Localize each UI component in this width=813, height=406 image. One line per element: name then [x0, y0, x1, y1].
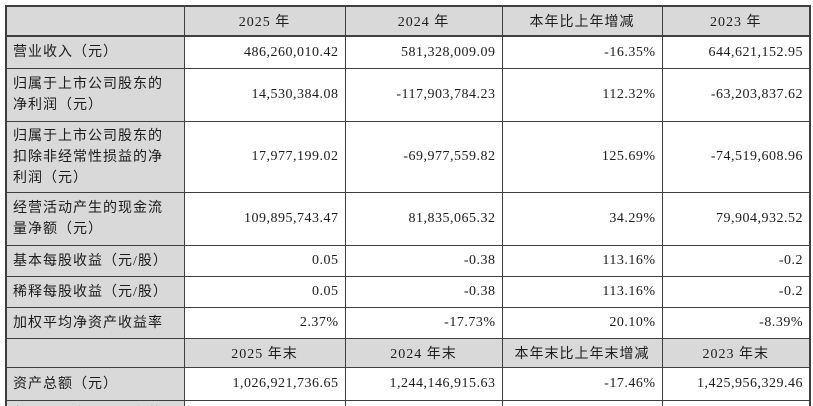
header-yoy-change: 本年比上年增减 — [501, 5, 663, 37]
row-operating-revenue: 营业收入（元） 486,260,010.42 581,328,009.09 -1… — [5, 35, 811, 69]
value-yoy: 113.16% — [501, 276, 663, 308]
value-2023: -0.2 — [661, 276, 811, 308]
value-2024: 581,328,009.09 — [344, 35, 503, 69]
value-yoy: 2.24% — [501, 400, 663, 406]
row-weighted-avg-roe: 加权平均净资产收益率 2.37% -17.73% 20.10% -8.39% — [5, 307, 811, 339]
value-yoy: -17.46% — [501, 367, 663, 401]
period-end-header-row: 2025 年末 2024 年末 本年末比上年末增减 2023 年末 — [5, 338, 811, 368]
value-2023: 723,084,475.63 — [661, 400, 811, 406]
value-2025: 1,026,921,736.65 — [183, 367, 346, 401]
value-2025: 0.05 — [183, 276, 346, 308]
value-2025: 620,335,333.87 — [183, 400, 346, 406]
row-label: 经营活动产生的现金流量净额（元） — [5, 192, 185, 246]
document-page: { "colors": { "shaded_bg": "#d9d9d9", "c… — [0, 5, 813, 406]
corner-cell — [5, 338, 185, 368]
value-yoy: 34.29% — [501, 192, 663, 246]
value-2023: -63,203,837.62 — [661, 68, 811, 122]
header-yoy-end-change: 本年末比上年末增减 — [501, 338, 663, 368]
header-2023: 2023 年 — [661, 5, 811, 37]
value-2025: 2.37% — [183, 307, 346, 339]
row-net-assets-attributable: 归属于上市公司股东的净资产（元） 620,335,333.87 606,734,… — [5, 400, 811, 406]
value-2023: -8.39% — [661, 307, 811, 339]
value-2025: 109,895,743.47 — [183, 192, 346, 246]
value-yoy: 113.16% — [501, 245, 663, 277]
header-2025: 2025 年 — [183, 5, 346, 37]
value-2023: 644,621,152.95 — [661, 35, 811, 69]
value-2023: -0.2 — [661, 245, 811, 277]
row-label: 稀释每股收益（元/股） — [5, 276, 185, 308]
row-net-profit-attributable: 归属于上市公司股东的净利润（元） 14,530,384.08 -117,903,… — [5, 68, 811, 122]
row-total-assets: 资产总额（元） 1,026,921,736.65 1,244,146,915.6… — [5, 367, 811, 401]
row-label: 营业收入（元） — [5, 35, 185, 69]
value-2025: 14,530,384.08 — [183, 68, 346, 122]
row-basic-eps: 基本每股收益（元/股） 0.05 -0.38 113.16% -0.2 — [5, 245, 811, 277]
value-2024: -0.38 — [344, 245, 503, 277]
row-label: 归属于上市公司股东的净资产（元） — [5, 400, 185, 406]
value-2024: -0.38 — [344, 276, 503, 308]
row-label: 基本每股收益（元/股） — [5, 245, 185, 277]
value-2024: 1,244,146,915.63 — [344, 367, 503, 401]
value-2024: 81,835,065.32 — [344, 192, 503, 246]
header-2024: 2024 年 — [344, 5, 503, 37]
value-yoy: 125.69% — [501, 121, 663, 193]
header-2025-end: 2025 年末 — [183, 338, 346, 368]
value-2023: 1,425,956,329.46 — [661, 367, 811, 401]
value-2023: -74,519,608.96 — [661, 121, 811, 193]
value-2024: -17.73% — [344, 307, 503, 339]
row-operating-cash-flow: 经营活动产生的现金流量净额（元） 109,895,743.47 81,835,0… — [5, 192, 811, 246]
value-yoy: 112.32% — [501, 68, 663, 122]
value-2024: -117,903,784.23 — [344, 68, 503, 122]
value-2025: 486,260,010.42 — [183, 35, 346, 69]
row-label: 归属于上市公司股东的扣除非经常性损益的净利润（元） — [5, 121, 185, 193]
header-2023-end: 2023 年末 — [661, 338, 811, 368]
row-label: 资产总额（元） — [5, 367, 185, 401]
value-2024: -69,977,559.82 — [344, 121, 503, 193]
value-2025: 0.05 — [183, 245, 346, 277]
value-yoy: -16.35% — [501, 35, 663, 69]
row-net-profit-deducting-non-recurring: 归属于上市公司股东的扣除非经常性损益的净利润（元） 17,977,199.02 … — [5, 121, 811, 193]
corner-cell — [5, 5, 185, 37]
period-header-row: 2025 年 2024 年 本年比上年增减 2023 年 — [5, 5, 811, 37]
key-financials-table: 2025 年 2024 年 本年比上年增减 2023 年 营业收入（元） 486… — [5, 5, 811, 406]
value-2025: 17,977,199.02 — [183, 121, 346, 193]
row-label: 加权平均净资产收益率 — [5, 307, 185, 339]
row-diluted-eps: 稀释每股收益（元/股） 0.05 -0.38 113.16% -0.2 — [5, 276, 811, 308]
row-label: 归属于上市公司股东的净利润（元） — [5, 68, 185, 122]
value-2023: 79,904,932.52 — [661, 192, 811, 246]
value-yoy: 20.10% — [501, 307, 663, 339]
header-2024-end: 2024 年末 — [344, 338, 503, 368]
value-2024: 606,734,458.26 — [344, 400, 503, 406]
